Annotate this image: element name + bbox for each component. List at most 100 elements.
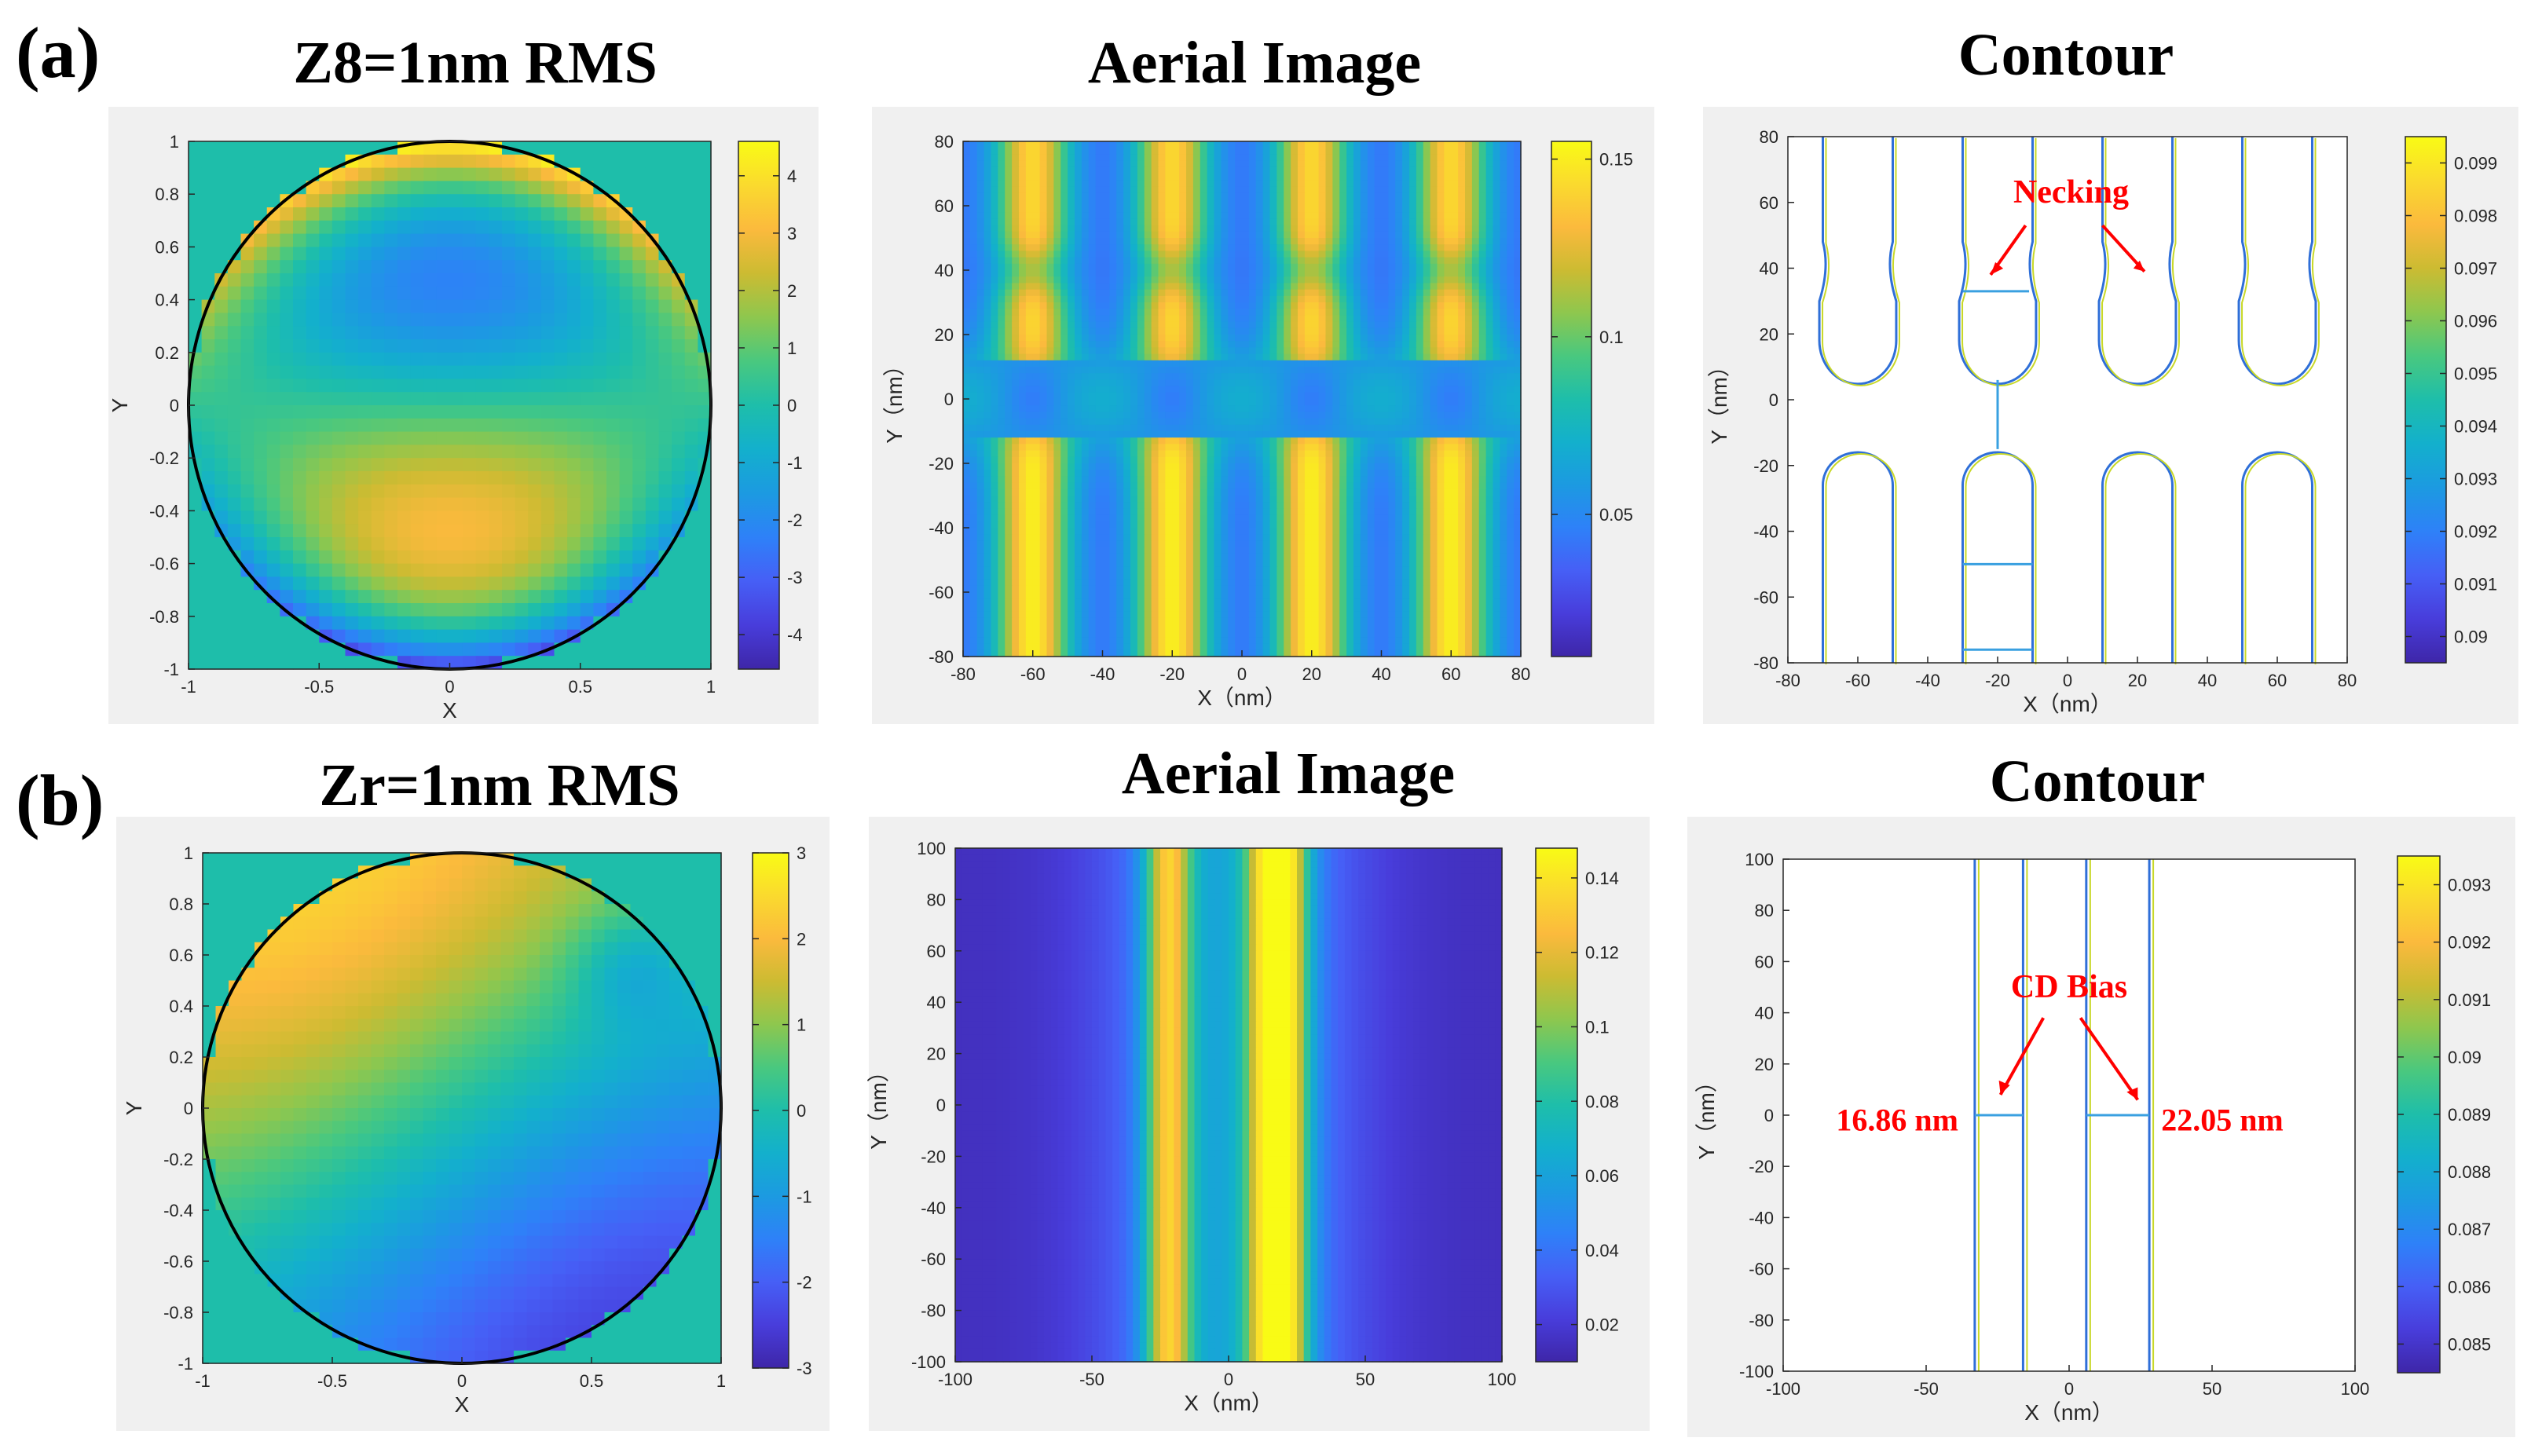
heatmap-cell (463, 616, 477, 631)
heatmap-cell (1158, 327, 1166, 335)
heatmap-cell (1242, 251, 1250, 258)
heatmap-cell (1346, 180, 1354, 187)
heatmap-cell (1102, 347, 1110, 355)
heatmap-cell (672, 220, 686, 235)
heatmap-cell (1116, 148, 1124, 155)
heatmap-cell (1291, 180, 1298, 187)
heatmap-cell (983, 367, 992, 374)
heatmap-cell (436, 299, 451, 313)
heatmap-cell (345, 576, 359, 591)
heatmap-cell (384, 339, 398, 353)
heatmap-cell (475, 352, 489, 367)
heatmap-cell (1109, 392, 1117, 400)
heatmap-cell (254, 154, 268, 169)
heatmap-cell (1137, 379, 1145, 387)
heatmap-cell (1353, 353, 1361, 361)
heatmap-cell (463, 444, 477, 459)
heatmap-cell (1248, 347, 1257, 355)
heatmap-cell (1262, 315, 1271, 323)
heatmap-cell (1005, 347, 1013, 355)
heatmap-cell (1269, 218, 1277, 226)
heatmap-cell (1179, 309, 1187, 316)
heatmap-cell (684, 247, 698, 261)
heatmap-cell (1130, 141, 1138, 148)
heatmap-cell (1088, 263, 1097, 271)
heatmap-cell (1430, 225, 1438, 232)
heatmap-cell (567, 590, 581, 604)
heatmap-cell (1255, 218, 1264, 226)
heatmap-cell (645, 260, 660, 274)
heatmap-cell (1060, 309, 1068, 316)
heatmap-cell (1053, 199, 1061, 207)
heatmap-cell (554, 484, 568, 499)
heatmap-cell (1179, 148, 1187, 155)
heatmap-cell (1046, 386, 1054, 393)
heatmap-cell (983, 148, 992, 155)
heatmap-cell (463, 576, 477, 591)
heatmap-cell (1032, 212, 1041, 219)
heatmap-cell (1388, 321, 1396, 329)
heatmap-cell (436, 220, 451, 235)
heatmap-cell (254, 260, 268, 274)
heatmap-cell (632, 537, 646, 551)
heatmap-cell (254, 273, 268, 287)
heatmap-cell (254, 590, 268, 604)
heatmap-cell (1485, 257, 1494, 265)
heatmap-cell (658, 563, 672, 577)
heatmap-cell (1423, 276, 1431, 284)
heatmap-cell (1116, 231, 1124, 239)
heatmap-cell (1158, 360, 1166, 368)
heatmap-cell (1276, 212, 1284, 219)
heatmap-cell (1005, 186, 1013, 194)
heatmap-cell (227, 656, 242, 670)
heatmap-cell (397, 471, 412, 485)
heatmap-cell (1248, 289, 1257, 297)
heatmap-cell (1374, 295, 1383, 303)
heatmap-cell (593, 233, 607, 247)
heatmap-cell (991, 367, 998, 374)
heatmap-cell (1235, 154, 1243, 162)
heatmap-cell (1514, 353, 1522, 361)
x-tick-label: 0.5 (568, 677, 592, 697)
heatmap-cell (331, 220, 346, 235)
heatmap-cell (1423, 327, 1431, 335)
heatmap-cell (1437, 321, 1445, 329)
heatmap-cell (1360, 180, 1368, 187)
heatmap-cell (1493, 295, 1500, 303)
heatmap-cell (1478, 186, 1487, 194)
heatmap-cell (983, 386, 992, 393)
heatmap-cell (1437, 386, 1445, 393)
heatmap-cell (1248, 160, 1257, 168)
heatmap-cell (1318, 257, 1327, 265)
heatmap-cell (1130, 367, 1138, 374)
heatmap-cell (1367, 244, 1375, 251)
heatmap-cell (1095, 309, 1104, 316)
heatmap-cell (463, 510, 477, 525)
heatmap-cell (1374, 206, 1383, 213)
heatmap-cell (201, 563, 215, 577)
heatmap-cell (1284, 141, 1291, 148)
heatmap-cell (1353, 244, 1361, 251)
heatmap-cell (1388, 263, 1396, 271)
heatmap-cell (698, 379, 712, 393)
heatmap-cell (998, 166, 1005, 174)
heatmap-cell (1228, 174, 1236, 181)
heatmap-cell (1228, 263, 1236, 271)
heatmap-cell (475, 247, 489, 261)
heatmap-cell (331, 405, 346, 419)
heatmap-cell (969, 238, 978, 245)
heatmap-cell (1478, 341, 1487, 348)
heatmap-cell (1500, 335, 1507, 342)
heatmap-cell (998, 225, 1005, 232)
heatmap-cell (1507, 386, 1515, 393)
heatmap-cell (1075, 160, 1082, 168)
heatmap-cell (1451, 154, 1459, 162)
heatmap-cell (1500, 360, 1507, 368)
heatmap-cell (1437, 238, 1445, 245)
heatmap-cell (1060, 174, 1068, 181)
heatmap-cell (266, 576, 280, 591)
heatmap-cell (1374, 367, 1383, 374)
heatmap-cell (1298, 148, 1306, 155)
heatmap-cell (1192, 347, 1201, 355)
heatmap-cell (1485, 327, 1494, 335)
